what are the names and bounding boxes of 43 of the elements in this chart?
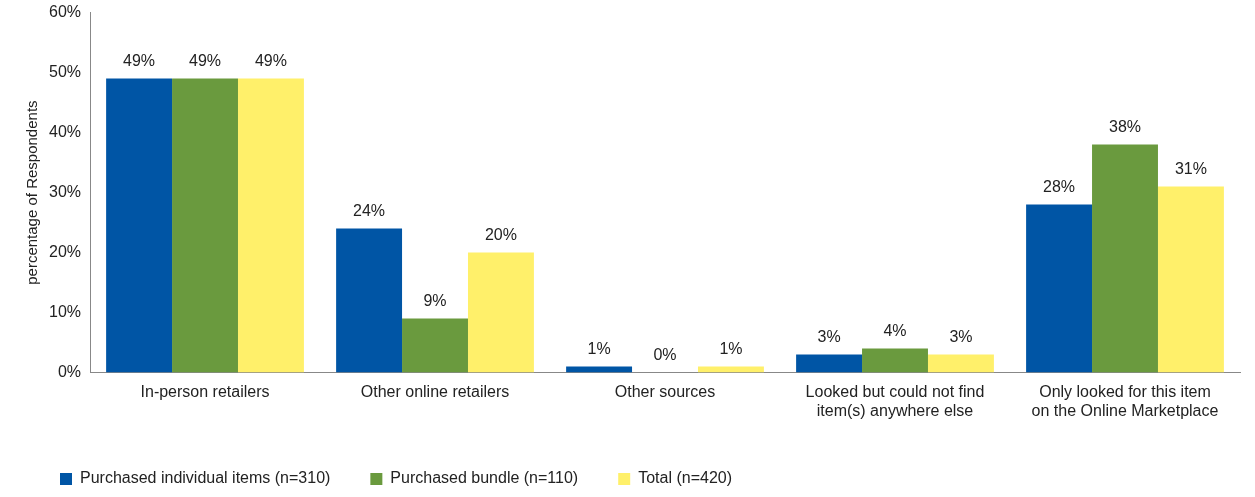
bar: [106, 78, 173, 373]
y-tick-label: 40%: [48, 123, 82, 141]
legend-label: Total (n=420): [638, 469, 733, 487]
y-tick-label: 10%: [48, 303, 82, 321]
y-tick-label: 50%: [48, 63, 82, 81]
y-tick-label: 30%: [48, 183, 82, 201]
bar: [862, 348, 928, 373]
data-label: 3%: [949, 328, 973, 346]
y-tick-label: 20%: [48, 243, 82, 261]
data-label: 9%: [423, 292, 447, 310]
data-label: 24%: [353, 202, 386, 220]
y-tick-label: 0%: [57, 363, 82, 381]
data-label: 31%: [1174, 160, 1207, 178]
bar: [402, 318, 468, 373]
data-label: 49%: [123, 52, 156, 70]
x-tick-label: In-person retailers: [140, 382, 270, 400]
bar: [796, 354, 863, 373]
bar: [336, 228, 403, 373]
y-tick-label: 60%: [48, 3, 82, 21]
data-label: 3%: [817, 328, 841, 346]
data-label: 49%: [254, 52, 287, 70]
bar: [1157, 186, 1224, 373]
data-label: 4%: [883, 322, 907, 340]
data-label: 49%: [189, 52, 222, 70]
data-label: 20%: [484, 226, 517, 244]
bar: [237, 78, 304, 373]
bar: [467, 252, 534, 373]
bar: [1092, 144, 1158, 373]
bar: [172, 78, 238, 373]
bar: [927, 354, 994, 373]
x-tick-label: Other sources: [614, 382, 716, 400]
data-label: 1%: [587, 340, 611, 358]
data-label: 0%: [653, 346, 677, 364]
data-label: 28%: [1043, 178, 1076, 196]
data-label: 38%: [1108, 118, 1142, 136]
bar: [1026, 204, 1093, 373]
x-tick-label: Looked but could not find item(s) anywhere else: [805, 382, 985, 419]
legend-label: Purchased bundle (n=110): [390, 469, 579, 487]
legend-label: Purchased individual items (n=310): [80, 469, 331, 487]
x-tick-label: Other online retailers: [360, 382, 510, 400]
y-axis-title: percentage of Respondents: [23, 100, 41, 285]
x-tick-label: Only looked for this item on the Online Marketplace: [1031, 382, 1219, 419]
data-label: 1%: [719, 340, 743, 358]
